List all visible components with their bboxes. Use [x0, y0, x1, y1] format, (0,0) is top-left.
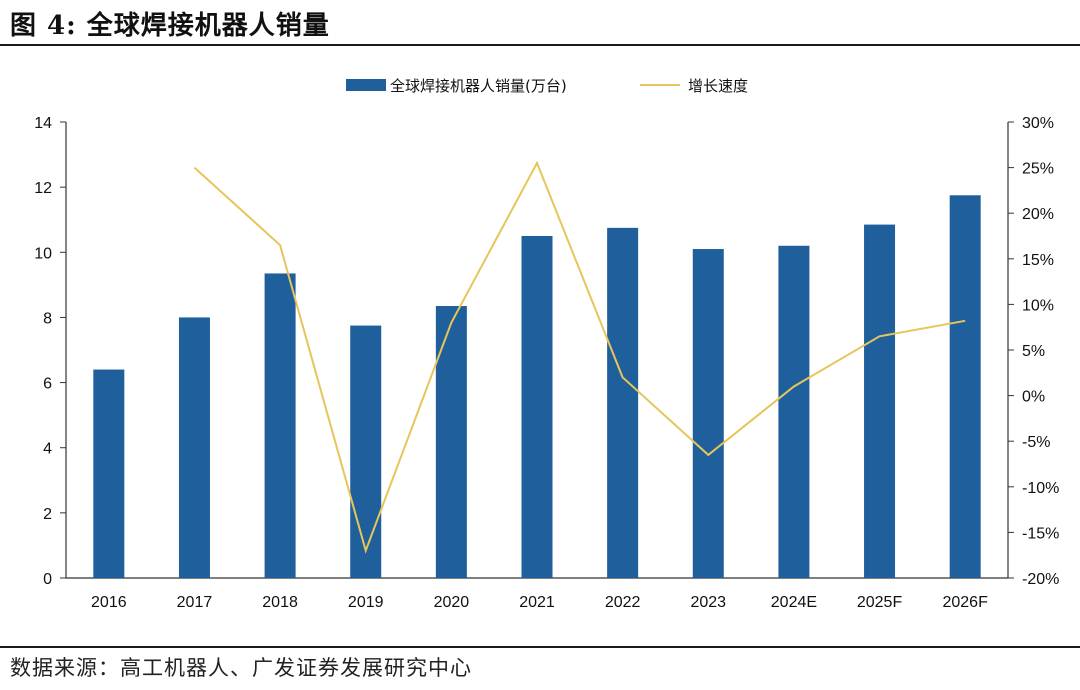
legend-bar-swatch — [346, 79, 386, 91]
bar — [692, 249, 724, 578]
y-left-tick-label: 2 — [43, 506, 52, 523]
y-right-tick-label: 30% — [1022, 115, 1054, 132]
legend-bar-label: 全球焊接机器人销量(万台) — [390, 77, 567, 95]
y-right-tick-label: -10% — [1022, 480, 1059, 497]
figure-title: 图 4: 全球焊接机器人销量 — [10, 10, 330, 41]
x-tick-label: 2022 — [605, 594, 641, 611]
x-tick-label: 2025F — [857, 594, 903, 611]
bar — [864, 224, 896, 578]
y-right-tick-label: 10% — [1022, 297, 1054, 314]
bar — [435, 306, 467, 578]
bar — [93, 369, 125, 578]
figure-header: 图 4: 全球焊接机器人销量 — [10, 4, 330, 42]
y-left-tick-label: 12 — [34, 180, 52, 197]
y-left-tick-label: 0 — [43, 571, 52, 588]
bar — [778, 245, 810, 578]
bar — [264, 273, 296, 578]
x-tick-label: 2020 — [434, 594, 470, 611]
x-tick-label: 2016 — [91, 594, 127, 611]
x-tick-label: 2019 — [348, 594, 384, 611]
x-tick-label: 2023 — [690, 594, 726, 611]
bar — [350, 325, 382, 578]
y-left-tick-label: 4 — [43, 441, 52, 458]
bar — [949, 195, 981, 579]
y-left-tick-label: 6 — [43, 376, 52, 393]
y-right-tick-label: 25% — [1022, 161, 1054, 178]
y-right-tick-label: 15% — [1022, 252, 1054, 269]
bar — [178, 317, 210, 578]
y-right-tick-label: 0% — [1022, 389, 1045, 406]
y-left-tick-label: 10 — [34, 245, 52, 262]
y-right-tick-label: -20% — [1022, 571, 1059, 588]
x-tick-label: 2021 — [519, 594, 555, 611]
source-note: 数据来源：高工机器人、广发证券发展研究中心 — [10, 656, 472, 680]
bar — [607, 227, 639, 578]
y-right-tick-label: -5% — [1022, 434, 1050, 451]
y-left-tick-label: 8 — [43, 310, 52, 327]
x-tick-label: 2026F — [942, 594, 988, 611]
x-tick-label: 2017 — [177, 594, 213, 611]
legend-line-label: 增长速度 — [688, 77, 748, 95]
top-rule — [0, 44, 1080, 46]
y-right-tick-label: -15% — [1022, 525, 1059, 542]
bottom-rule — [0, 646, 1080, 648]
y-right-tick-label: 5% — [1022, 343, 1045, 360]
bar — [521, 236, 553, 578]
y-left-tick-label: 14 — [34, 115, 52, 132]
x-tick-label: 2018 — [262, 594, 298, 611]
growth-line — [193, 160, 966, 554]
y-right-tick-label: 20% — [1022, 206, 1054, 223]
x-tick-label: 2024E — [771, 594, 817, 611]
